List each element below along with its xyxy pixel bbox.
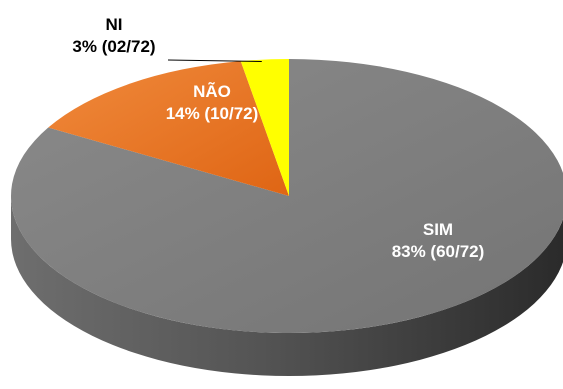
pie-side-sim [11, 196, 563, 376]
pie-side-group [11, 196, 563, 376]
pie-slice-sim [11, 59, 563, 333]
data-label-ni-name: NI [106, 15, 123, 34]
data-label-ni-value: 3% (02/72) [72, 37, 155, 56]
data-label-sim-name: SIM [423, 220, 453, 239]
pie-slice-group [11, 59, 563, 333]
pie-slice-ni [240, 59, 289, 196]
pie-label-group: SIM 83% (60/72) NÃO 14% (10/72) NI 3% (02/72) [72, 15, 484, 261]
leader-line-ni [167, 59, 262, 63]
data-label-sim-value: 83% (60/72) [392, 242, 485, 261]
data-label-nao-value: 14% (10/72) [166, 104, 259, 123]
data-label-nao-name: NÃO [193, 81, 231, 101]
pie-slice-nao [48, 61, 290, 197]
